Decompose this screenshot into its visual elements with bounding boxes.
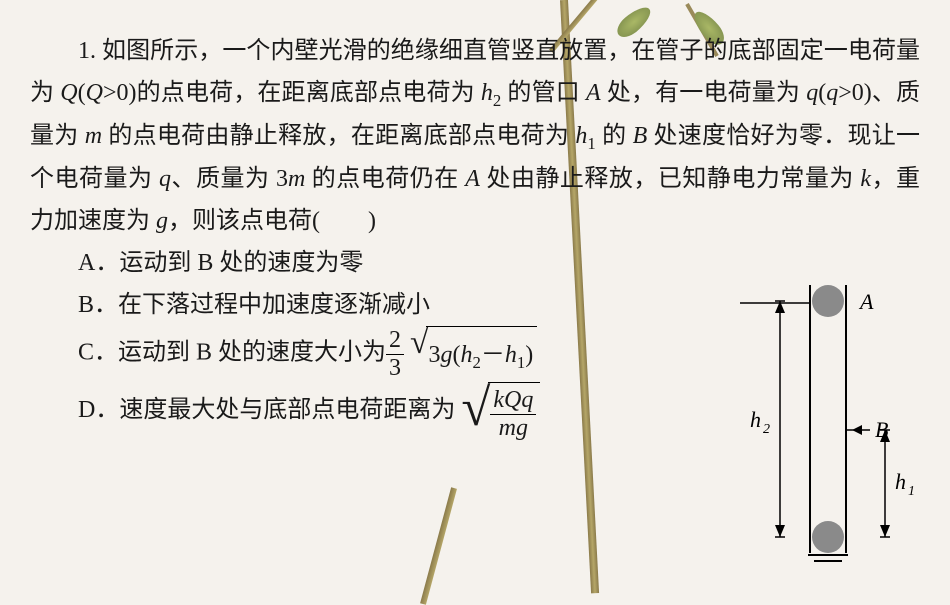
diagram-label-h1: h: [895, 469, 906, 494]
physics-diagram: A B h 2 h 1: [720, 275, 920, 575]
option-a: A．运动到 B 处的速度为零: [30, 242, 730, 284]
diagram-label-h2: h: [750, 407, 761, 432]
option-d: D．速度最大处与底部点电荷距离为 √ kQq mg: [30, 382, 730, 441]
question-stem: 1. 如图所示，一个内壁光滑的绝缘细直管竖直放置，在管子的底部固定一电荷量为 Q…: [30, 30, 920, 242]
option-b: B．在下落过程中加速度逐渐减小: [30, 284, 730, 326]
option-b-text: 在下落过程中加速度逐渐减小: [118, 292, 430, 318]
svg-text:2: 2: [763, 422, 770, 437]
question-number: 1.: [78, 38, 96, 64]
option-c: C．运动到 B 处的速度大小为23 √ 3g(h2－h1): [30, 326, 730, 382]
svg-text:1: 1: [908, 484, 915, 499]
option-d-prefix: 速度最大处与底部点电荷距离为: [119, 397, 455, 423]
plant-branch: [420, 487, 457, 604]
option-a-text: 运动到 B 处的速度为零: [119, 250, 363, 276]
fraction-2-3: 23: [386, 327, 404, 381]
sqrt-kqq-mg: √ kQq mg: [461, 382, 540, 441]
option-c-prefix: 运动到 B 处的速度大小为: [118, 340, 386, 366]
sqrt-3g-h2-h1: √ 3g(h2－h1): [410, 326, 537, 382]
diagram-label-a: A: [858, 289, 874, 314]
